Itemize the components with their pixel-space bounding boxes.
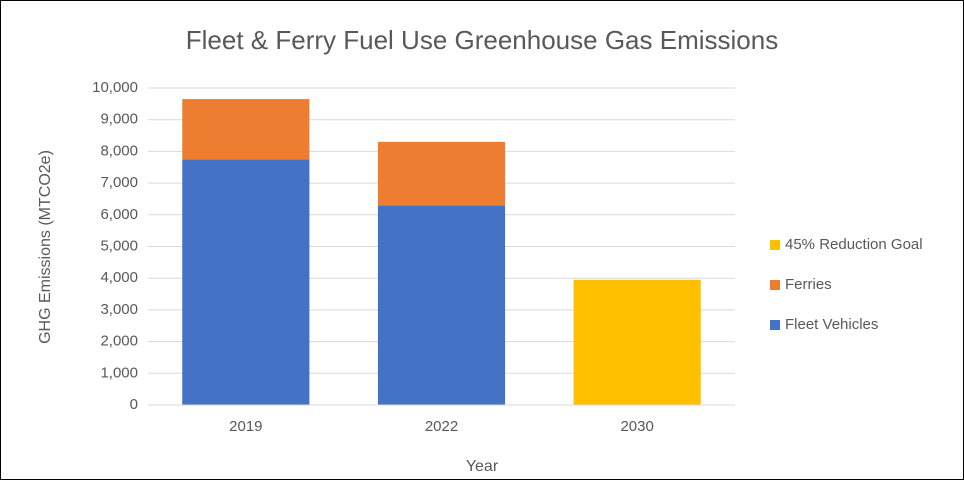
legend-swatch bbox=[770, 240, 780, 250]
x-axis-label: Year bbox=[466, 458, 499, 475]
y-tick-label: 1,000 bbox=[100, 364, 138, 381]
chart-title: Fleet & Ferry Fuel Use Greenhouse Gas Em… bbox=[186, 25, 778, 55]
y-tick-label: 4,000 bbox=[100, 269, 138, 286]
y-tick-label: 5,000 bbox=[100, 237, 138, 254]
x-tick-label: 2030 bbox=[620, 418, 653, 435]
bar-segment bbox=[182, 159, 310, 405]
y-tick-label: 7,000 bbox=[100, 174, 138, 191]
bar-segment bbox=[377, 205, 506, 405]
y-axis-label: GHG Emissions (MTCO2e) bbox=[37, 150, 54, 344]
legend-swatch bbox=[770, 280, 780, 290]
bar-segment bbox=[573, 279, 701, 405]
x-tick-label: 2019 bbox=[229, 418, 262, 435]
y-tick-label: 8,000 bbox=[100, 142, 138, 159]
x-tick-label: 2022 bbox=[425, 418, 458, 435]
y-tick-label: 9,000 bbox=[100, 111, 138, 128]
y-tick-label: 6,000 bbox=[100, 206, 138, 223]
legend-label: Ferries bbox=[785, 276, 832, 293]
legend-label: 45% Reduction Goal bbox=[785, 236, 923, 253]
y-tick-label: 3,000 bbox=[100, 301, 138, 318]
legend-label: Fleet Vehicles bbox=[785, 316, 878, 333]
bar-segment bbox=[377, 141, 506, 206]
y-tick-label: 10,000 bbox=[92, 79, 138, 96]
y-tick-label: 2,000 bbox=[100, 333, 138, 350]
legend-swatch bbox=[770, 320, 780, 330]
bar-segment bbox=[182, 99, 310, 160]
y-tick-label: 0 bbox=[130, 396, 138, 413]
